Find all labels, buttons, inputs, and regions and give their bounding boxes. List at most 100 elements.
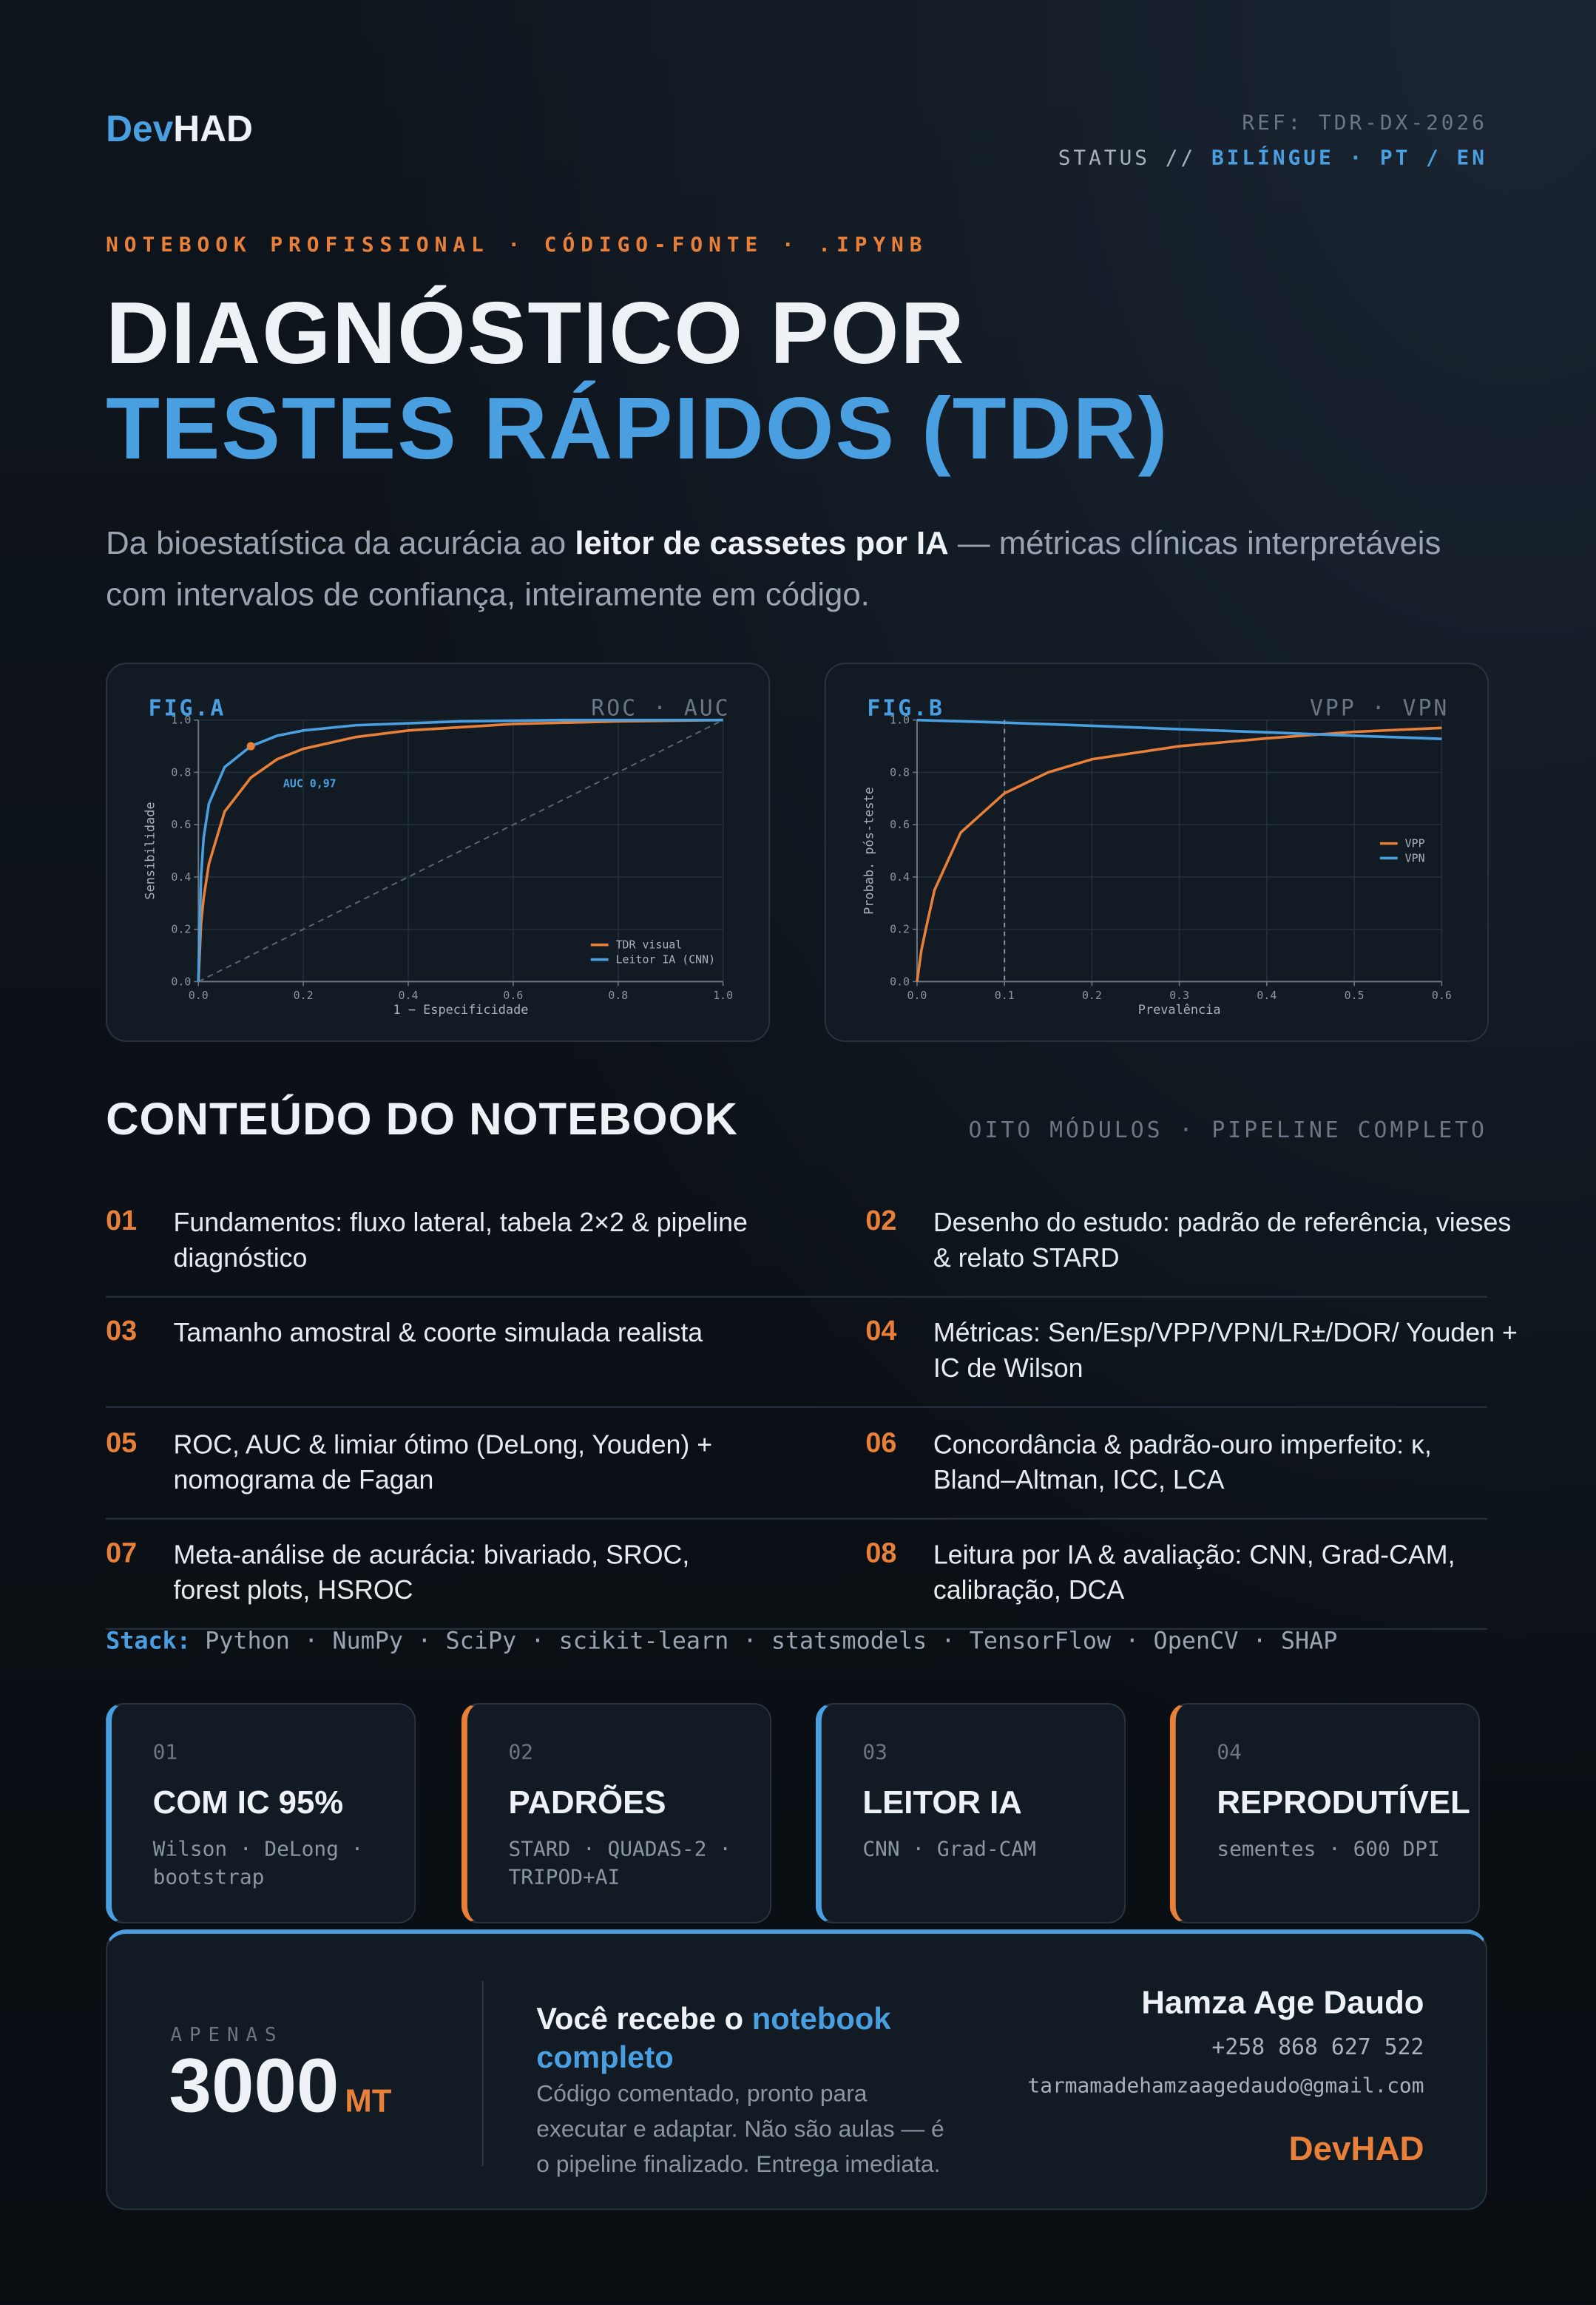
x-tick-label: 0.4 (1257, 989, 1277, 1002)
x-tick-label: 0.6 (1432, 989, 1452, 1002)
y-tick-label: 0.4 (171, 870, 191, 884)
module-text: ROC, AUC & limiar ótimo (DeLong, Youden)… (173, 1429, 713, 1495)
legend-label: VPP (1405, 837, 1425, 850)
x-tick-label: 0.2 (1082, 989, 1102, 1002)
y-axis-label: Sensibilidade (143, 802, 158, 899)
brand-dev: Dev (106, 109, 174, 150)
module-number: 05 (106, 1428, 138, 1460)
module-text: Leitura por IA & avaliação: CNN, Grad-CA… (933, 1540, 1455, 1605)
x-tick-label: 0.1 (995, 989, 1015, 1002)
brand: DevHAD (106, 109, 253, 152)
price-value: 3000 (169, 2044, 339, 2130)
card-sub: Wilson · DeLong · bootstrap (152, 1838, 364, 1890)
card-sub: CNN · Grad-CAM (862, 1838, 1036, 1862)
series-line (916, 726, 1442, 982)
x-tick-label: 0.3 (1169, 989, 1189, 1002)
legend-label: Leitor IA (CNN) (616, 953, 715, 967)
figure-panel: FIG.B VPP · VPN 0.0 0.1 0.2 0.3 0.4 0.5 0.6 0.0 0.… (824, 663, 1489, 1042)
operating-point (246, 742, 255, 751)
offer-body: Código comentado, pronto para executar e… (536, 2082, 944, 2178)
title-line-2: TESTES RÁPIDOS (TDR) (106, 379, 1169, 478)
x-tick-label: 0.8 (608, 989, 628, 1002)
offer-box: APENAS 3000 MT Você recebe o notebook com… (106, 1929, 1487, 2210)
contact-phone: +258 868 627 522 (1211, 2034, 1424, 2060)
figure-label: FIG.B (867, 696, 944, 722)
module-number: 01 (106, 1206, 138, 1238)
module-text: Meta-análise de acurácia: bivariado, SRO… (173, 1540, 690, 1605)
contact-email: tarmamadehamzaagedaudo@gmail.com (1027, 2074, 1424, 2099)
card-title: PADRÕES (508, 1784, 666, 1821)
module-number: 02 (865, 1206, 897, 1238)
y-tick-label: 0.6 (890, 818, 910, 831)
legend-label: VPN (1405, 851, 1425, 864)
offer-heading: Você recebe o notebook completo (536, 2001, 933, 2077)
x-axis-label: 1 − Especificidade (393, 1002, 529, 1017)
module-text: Fundamentos: fluxo lateral, tabela 2×2 &… (173, 1208, 748, 1273)
card-title: COM IC 95% (152, 1784, 344, 1821)
y-tick-label: 0.8 (171, 765, 191, 779)
module-text: Métricas: Sen/Esp/VPP/VPN/LR±/DOR/ Youde… (933, 1318, 1518, 1383)
y-tick-label: 0.6 (171, 818, 191, 831)
annotation: AUC 0,97 (283, 777, 337, 791)
x-tick-label: 0.6 (503, 989, 523, 1002)
y-tick-label: 1.0 (171, 714, 191, 727)
module-number: 07 (106, 1538, 138, 1570)
module-number: 03 (106, 1316, 138, 1348)
stack-list: Python · NumPy · SciPy · scikit-learn · … (205, 1626, 1338, 1655)
y-tick-label: 0.2 (890, 923, 910, 936)
title-line-1: DIAGNÓSTICO POR (106, 283, 966, 382)
chart: FIG.B VPP · VPN 0.0 0.1 0.2 0.3 0.4 0.5 0.6 0.0 0.… (861, 696, 1452, 1017)
card-sub: sementes · 600 DPI (1217, 1838, 1440, 1862)
figure-label: FIG.A (149, 696, 226, 722)
lead-bold: leitor de cassetes por IA (575, 524, 949, 562)
x-tick-label: 0.2 (294, 989, 314, 1002)
card-number: 04 (1217, 1741, 1242, 1765)
y-tick-label: 0.0 (171, 975, 191, 988)
card-title: LEITOR IA (862, 1784, 1022, 1821)
status: STATUS // BILÍNGUE · PT / EN (1058, 147, 1487, 171)
section-subtitle: OITO MÓDULOS · PIPELINE COMPLETO (968, 1117, 1487, 1143)
lead: Da bioestatística da acurácia ao leitor … (106, 517, 1502, 620)
status-label: STATUS // (1058, 146, 1197, 171)
x-axis-label: Prevalência (1138, 1002, 1221, 1017)
card-number: 01 (152, 1741, 178, 1765)
series-line (916, 718, 1442, 740)
y-tick-label: 0.4 (890, 870, 910, 884)
stack: Stack: Python · NumPy · SciPy · scikit-l… (106, 1627, 1337, 1655)
card-number: 03 (862, 1741, 887, 1765)
offer-heading-pre: Você recebe o (536, 2003, 752, 2037)
figure-title: VPP · VPN (1310, 696, 1449, 722)
price-label: APENAS (170, 2025, 284, 2048)
stack-label: Stack: (106, 1626, 191, 1655)
module-text: Tamanho amostral & coorte simulada reali… (173, 1318, 703, 1348)
x-tick-label: 0.0 (189, 989, 209, 1002)
module-number: 06 (865, 1428, 897, 1460)
y-tick-label: 0.2 (171, 923, 191, 936)
divider (481, 1980, 484, 2167)
figure-panel: FIG.A ROC · AUC 0.0 0.2 0.4 0.6 0.8 1.0 0.0 0.2 0.… (106, 663, 771, 1042)
lead-pre: Da bioestatística da acurácia ao (106, 524, 575, 562)
separator (106, 1517, 1487, 1520)
y-tick-label: 1.0 (890, 714, 910, 727)
x-tick-label: 0.0 (907, 989, 927, 1002)
contact-name: Hamza Age Daudo (1141, 1983, 1424, 2021)
separator (106, 1406, 1487, 1408)
module-text: Concordância & padrão-ouro imperfeito: κ… (933, 1429, 1432, 1495)
eyebrow: NOTEBOOK PROFISSIONAL · CÓDIGO-FONTE · .… (106, 233, 928, 257)
feature-card: 03 LEITOR IA CNN · Grad-CAM (815, 1703, 1126, 1924)
lead-post: — métricas clínicas interpretáveis com i… (106, 524, 1441, 613)
feature-card: 01 COM IC 95% Wilson · DeLong · bootstrap (106, 1703, 416, 1924)
chance-line (197, 719, 724, 983)
card-number: 02 (508, 1741, 534, 1765)
x-tick-label: 1.0 (713, 989, 733, 1002)
series-line (197, 718, 723, 982)
x-tick-label: 0.5 (1345, 989, 1365, 1002)
separator (106, 1628, 1487, 1630)
separator (106, 1296, 1487, 1298)
y-tick-label: 0.0 (890, 975, 910, 988)
figure-title: ROC · AUC (591, 696, 730, 722)
card-sub: STARD · QUADAS-2 · TRIPOD+AI (508, 1838, 732, 1890)
module-number: 08 (865, 1538, 897, 1570)
